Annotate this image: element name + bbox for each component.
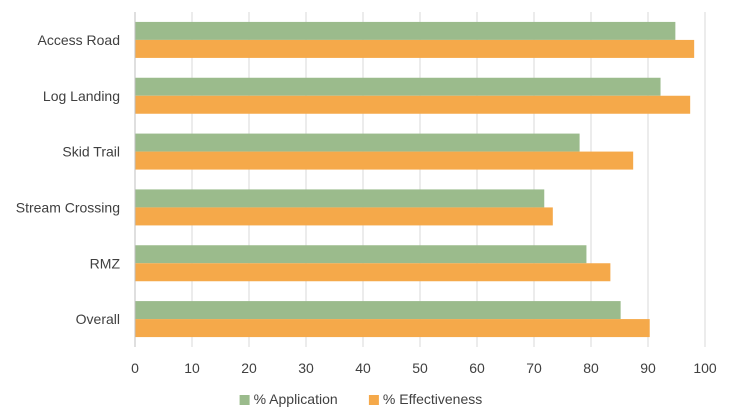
bar-application [135,21,676,40]
category-label: Access Road [38,32,120,48]
bar-application [135,77,661,96]
x-tick-label: 100 [693,360,717,376]
labels: 0 10 20 30 40 50 60 70 80 90 100 Access Road Log Lan… [16,32,717,376]
x-tick-label: 60 [469,360,485,376]
x-tick-label: 80 [583,360,599,376]
bars [135,21,695,338]
x-tick-label: 90 [640,360,656,376]
legend-swatch-effectiveness [368,395,379,405]
x-tick-label: 30 [298,360,314,376]
x-tick-label: 40 [355,360,371,376]
x-tick-label: 10 [184,360,200,376]
x-tick-label: 0 [131,360,139,376]
bar-effectiveness [135,151,634,170]
legend-label-effectiveness: % Effectiveness [383,391,482,407]
bar-effectiveness [135,263,611,282]
bar-effectiveness [135,207,553,226]
x-tick-label: 20 [241,360,257,376]
legend: % Application % Effectiveness [239,391,482,407]
gridlines [134,12,706,347]
category-label: Stream Crossing [16,199,120,215]
x-tick-label: 50 [412,360,428,376]
x-tick-label: 70 [526,360,542,376]
bar-effectiveness [135,319,650,338]
bar-application [135,189,545,208]
legend-label-application: % Application [254,391,338,407]
bar-application [135,245,587,264]
bar-application [135,133,580,152]
category-label: RMZ [90,255,121,271]
category-label: Overall [76,311,120,327]
bar-effectiveness [135,95,691,114]
bar-effectiveness [135,39,695,58]
category-label: Log Landing [43,88,120,104]
bar-application [135,301,621,320]
category-label: Skid Trail [62,144,120,160]
legend-swatch-application [239,395,250,405]
